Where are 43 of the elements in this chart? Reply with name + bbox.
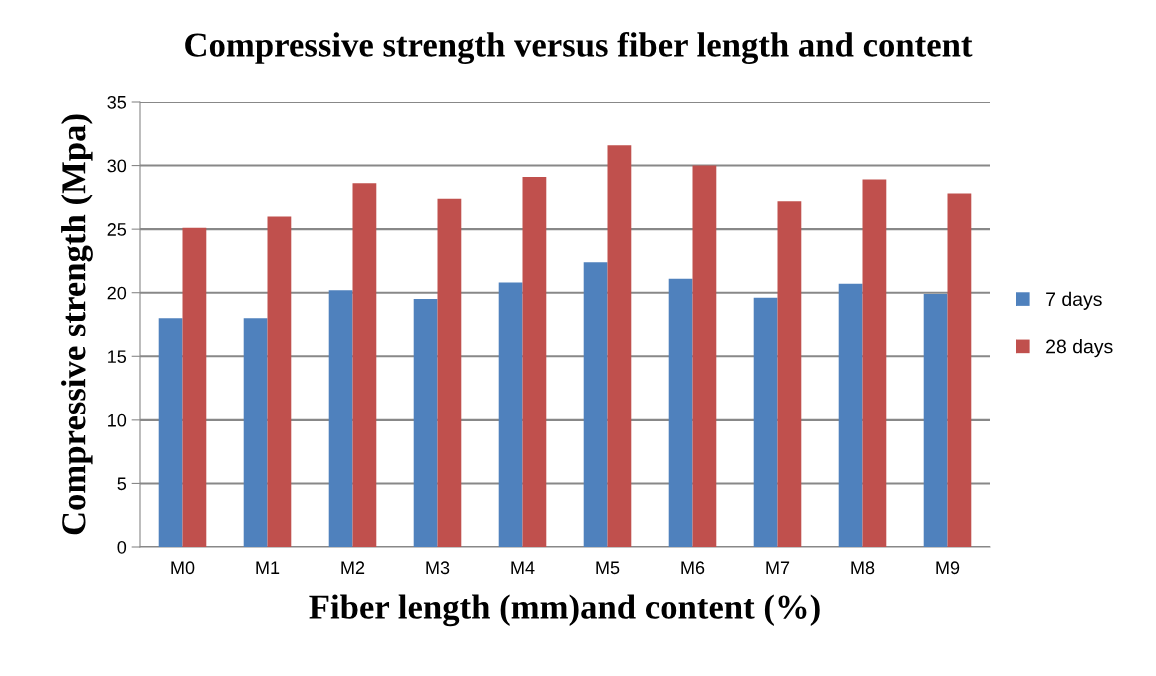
bar [838,283,863,547]
bar [777,201,802,547]
y-tick-label: 35 [107,95,127,109]
bar [862,179,887,547]
bar [583,262,608,547]
x-tick-label: M4 [511,561,535,574]
x-tick-label: M3 [426,561,450,575]
y-tick-label: 20 [107,286,127,300]
x-tick-label: M6 [681,561,705,575]
bar [437,198,462,547]
bar [947,193,972,547]
bar [668,278,693,547]
y-tick-label: 30 [107,159,127,173]
x-tick-label: M7 [766,561,790,574]
x-axis-title: Fiber length (mm)and content (%) [309,594,820,627]
bar [352,183,377,547]
bar [498,282,523,547]
y-tick-label: 5 [117,477,127,491]
bar [522,177,547,547]
y-tick-label: 10 [108,413,127,427]
bar [692,165,717,547]
legend-label: 7 days [1046,291,1102,310]
chart-title: Compressive strength versus fiber length and content [185,31,973,65]
y-tick-label: 0 [117,540,127,554]
x-tick-label: M8 [851,561,875,575]
y-axis-title: Compressive strength (Mpa) [61,114,93,535]
x-tick-label: M0 [171,561,195,575]
bar [607,145,632,547]
x-tick-label: M2 [341,561,365,574]
x-tick-label: M9 [936,561,960,575]
bar [413,299,438,547]
x-tick-label: M5 [596,561,620,575]
x-tick-label: M1 [256,561,280,574]
y-tick-label: 15 [108,350,127,364]
bar [182,227,207,547]
legend-label: 28 days [1046,339,1113,358]
bar [753,297,778,547]
bar [923,293,948,547]
y-tick-label: 25 [107,223,127,236]
bar [267,216,292,547]
bar [158,318,183,547]
bar [243,318,268,547]
bar [328,290,353,547]
